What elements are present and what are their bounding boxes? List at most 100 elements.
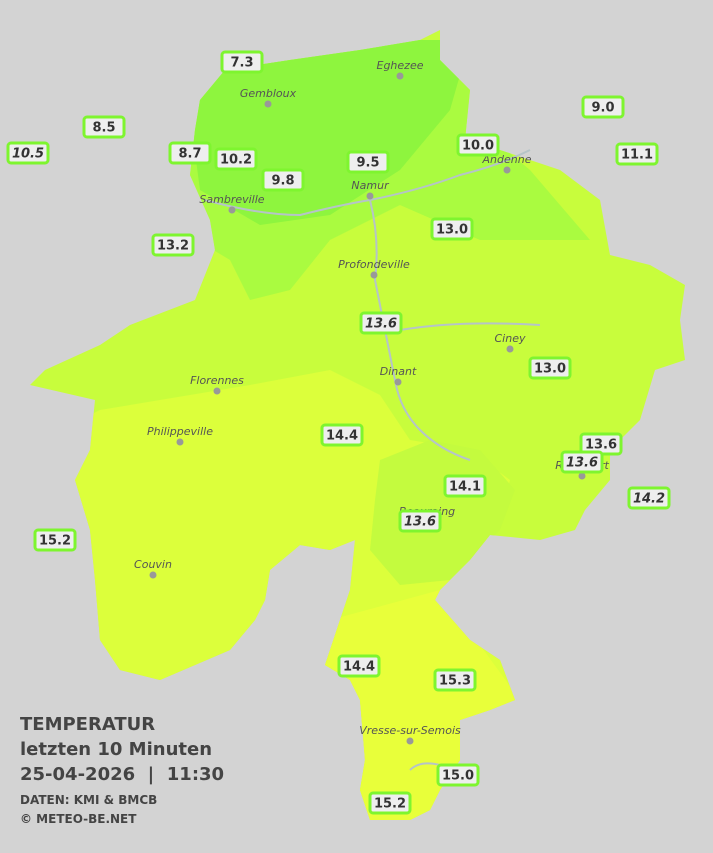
station: 13.6 [579,432,623,456]
station: 9.8 [261,168,305,192]
station-box [433,668,477,692]
city-dot [176,438,184,446]
station-value: 14.2 [633,492,665,507]
station-value: 15.3 [439,674,471,689]
station-value: 9.8 [271,174,294,189]
station-value: 15.0 [442,769,474,784]
stations: 7.3 8.5 10.5 8.7 10.2 9.8 9.5 10.0 9.0 11.1 13.2 13… [6,50,671,815]
station-box [168,141,212,165]
station-value: 13.0 [534,362,566,377]
station-value: 11.1 [621,148,653,163]
station-box [560,450,604,474]
city-label: Eghezee [377,59,424,72]
station-value: 15.2 [374,797,406,812]
legend-credit: © METEO-BE.NET [20,812,137,826]
station: 13.2 [151,233,195,257]
station: 15.3 [433,668,477,692]
station-box [261,168,305,192]
station: 13.0 [528,356,572,380]
station-value: 13.0 [436,223,468,238]
city-dot [228,206,236,214]
station-value: 8.7 [178,147,201,162]
station-value: 10.0 [462,139,494,154]
station-value: 8.5 [92,121,115,136]
station: 8.7 [168,141,212,165]
city-dot [264,100,272,108]
city-dot [149,571,157,579]
station: 11.1 [615,142,659,166]
station: 15.0 [436,763,480,787]
rivers [204,149,541,771]
city-label: Couvin [134,558,172,571]
city-dot [370,271,378,279]
legend-title: TEMPERATUR [20,714,155,735]
station-value: 14.4 [343,660,375,675]
station-box [581,95,625,119]
station-box [456,133,500,157]
city-dot [366,192,374,200]
city-dot [213,387,221,395]
station-value: 14.1 [449,480,481,495]
city-label: Profondeville [338,258,410,271]
station-box [443,474,487,498]
station-value: 13.6 [566,456,598,471]
station-box [615,142,659,166]
station: 14.2 [627,486,671,510]
station-value: 15.2 [39,534,71,549]
city-dot [503,166,511,174]
station-value: 10.2 [220,153,252,168]
station-box [337,654,381,678]
station-value: 10.5 [12,147,44,162]
station: 13.6 [398,509,442,533]
city-label: Philippeville [147,425,213,438]
city-label: Ciney [495,332,526,345]
station-value: 7.3 [230,56,253,71]
city-dot [578,472,586,480]
legend-timestamp: 25-04-2026 | 11:30 [20,764,224,785]
city-dot [506,345,514,353]
city-label: Florennes [190,374,244,387]
station-box [528,356,572,380]
station-box [359,311,403,335]
station: 13.6 [359,311,403,335]
station-value: 14.4 [326,429,358,444]
station-box [33,528,77,552]
station: 13.6 [560,450,604,474]
legend-source: DATEN: KMI & BMCB [20,793,157,807]
station-box [430,217,474,241]
station: 9.5 [346,150,390,174]
station-value: 9.0 [591,101,614,116]
station-box [436,763,480,787]
station-box [627,486,671,510]
station-box [320,423,364,447]
station-value: 13.6 [404,515,436,530]
city-label: Namur [351,179,390,192]
station-box [6,141,50,165]
station: 14.4 [337,654,381,678]
station: 15.2 [368,791,412,815]
station: 10.0 [456,133,500,157]
city-dot [406,737,414,745]
station: 14.1 [443,474,487,498]
city-dot [394,378,402,386]
city-dot [396,72,404,80]
legend-subtitle: letzten 10 Minuten [20,739,212,760]
station: 10.2 [214,147,258,171]
station: 8.5 [82,115,126,139]
station: 9.0 [581,95,625,119]
station-box [214,147,258,171]
station-box [82,115,126,139]
station-value: 9.5 [356,156,379,171]
station-value: 13.2 [157,239,189,254]
city-label: Sambreville [199,193,264,206]
city-label: Gembloux [240,87,297,100]
station: 7.3 [220,50,264,74]
station-box [368,791,412,815]
station-box [151,233,195,257]
station: 13.0 [430,217,474,241]
station-box [346,150,390,174]
city-label: Vresse-sur-Semois [359,724,461,737]
station: 15.2 [33,528,77,552]
